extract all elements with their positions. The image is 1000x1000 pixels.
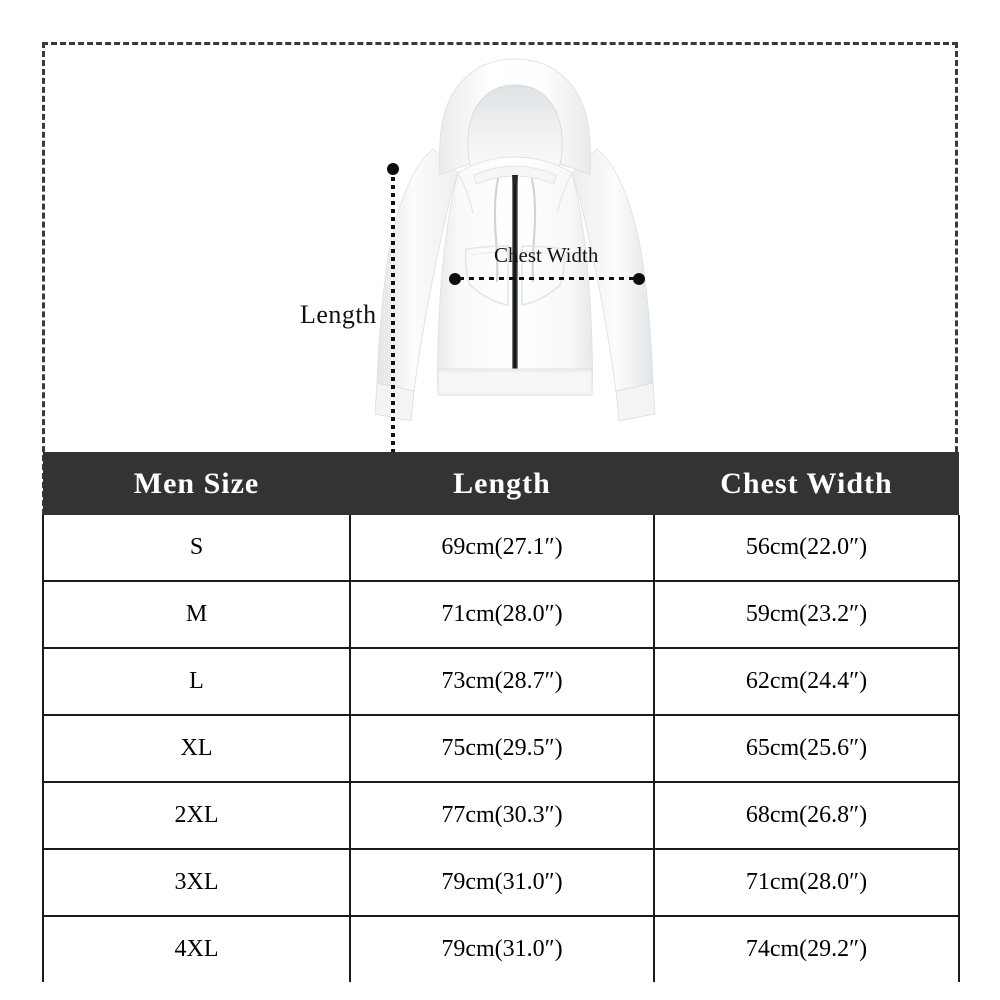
right-shoulder-seam: [556, 172, 573, 214]
cell-length: 71cm(28.0″): [350, 581, 655, 649]
cell-size: 2XL: [42, 782, 351, 850]
left-pocket: [464, 245, 509, 306]
chest-width-endpoint-left-dot: [449, 273, 461, 285]
cell-chest-width: 59cm(23.2″): [654, 581, 960, 649]
left-drawstring: [493, 177, 500, 283]
length-label: Length: [300, 300, 377, 329]
right-pocket-stitch: [523, 251, 560, 256]
cell-length: 77cm(30.3″): [350, 782, 655, 850]
table-row: XL 75cm(29.5″) 65cm(25.6″): [42, 715, 960, 783]
chest-width-label: Chest Width: [494, 243, 599, 267]
cell-chest-width: 74cm(29.2″): [654, 916, 960, 982]
cell-size: 4XL: [42, 916, 351, 982]
table-row: S 69cm(27.1″) 56cm(22.0″): [42, 515, 960, 582]
right-cuff: [615, 382, 656, 422]
length-measure-line: [391, 169, 395, 465]
cell-size: S: [42, 515, 351, 582]
table-row: L 73cm(28.7″) 62cm(24.4″): [42, 648, 960, 716]
length-endpoint-top-dot: [387, 163, 399, 175]
left-pocket-stitch: [470, 251, 507, 256]
zipper-pull: [512, 175, 518, 185]
cell-size: 3XL: [42, 849, 351, 917]
cell-length: 75cm(29.5″): [350, 715, 655, 783]
chest-width-measure-line: [459, 277, 639, 280]
column-header-length: Length: [350, 452, 654, 515]
table-header-row: Men Size Length Chest Width: [43, 452, 959, 515]
cell-chest-width: 65cm(25.6″): [654, 715, 960, 783]
hoodie-image: [370, 53, 660, 438]
table-row: 4XL 79cm(31.0″) 74cm(29.2″): [42, 916, 960, 982]
hem-band: [437, 368, 593, 396]
right-drawstring: [530, 177, 537, 283]
table-row: M 71cm(28.0″) 59cm(23.2″): [42, 581, 960, 649]
cell-size: M: [42, 581, 351, 649]
garment-illustration: Length Chest Width: [42, 45, 958, 471]
cell-chest-width: 68cm(26.8″): [654, 782, 960, 850]
table-row: 3XL 79cm(31.0″) 71cm(28.0″): [42, 849, 960, 917]
table-body: S 69cm(27.1″) 56cm(22.0″) M 71cm(28.0″) 59cm(…: [42, 515, 960, 982]
chest-width-endpoint-right-dot: [633, 273, 645, 285]
size-chart-table: Men Size Length Chest Width S 69cm(27.1″)…: [42, 452, 960, 982]
cell-length: 73cm(28.7″): [350, 648, 655, 716]
cell-length: 69cm(27.1″): [350, 515, 655, 582]
cell-length: 79cm(31.0″): [350, 916, 655, 982]
cell-size: L: [42, 648, 351, 716]
right-pocket: [521, 245, 566, 306]
table-row: 2XL 77cm(30.3″) 68cm(26.8″): [42, 782, 960, 850]
cell-size: XL: [42, 715, 351, 783]
cell-chest-width: 71cm(28.0″): [654, 849, 960, 917]
cell-chest-width: 56cm(22.0″): [654, 515, 960, 582]
column-header-men-size: Men Size: [43, 452, 350, 515]
column-header-chest-width: Chest Width: [654, 452, 959, 515]
cell-length: 79cm(31.0″): [350, 849, 655, 917]
cell-chest-width: 62cm(24.4″): [654, 648, 960, 716]
left-shoulder-seam: [457, 172, 474, 214]
zipper-teeth: [513, 177, 517, 395]
table-header: Men Size Length Chest Width: [43, 452, 959, 515]
